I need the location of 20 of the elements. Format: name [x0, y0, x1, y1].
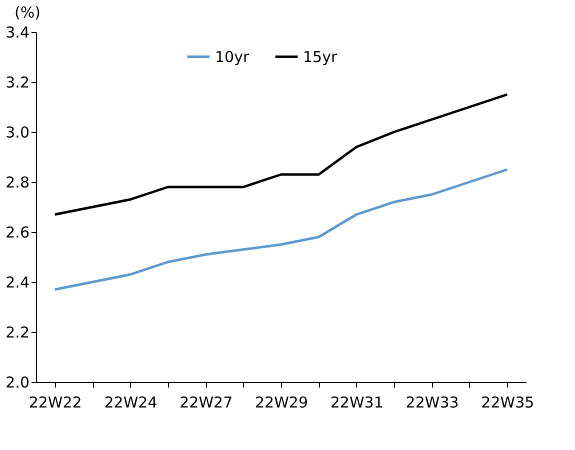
y-tick-label: 2.6 — [6, 224, 30, 242]
line-series — [54, 93, 508, 216]
x-tick-label: 22W29 — [254, 394, 308, 412]
y-axis-title: (%) — [14, 4, 40, 22]
line-series — [54, 168, 508, 291]
y-tick-label: 3.4 — [6, 24, 30, 42]
y-tick-label: 3.2 — [6, 74, 30, 92]
x-tick-label: 22W35 — [481, 394, 534, 412]
legend-label: 15yr — [303, 48, 338, 66]
y-tick-label: 2.0 — [6, 374, 30, 392]
y-tick-label: 2.8 — [6, 174, 30, 192]
y-tick-label: 3.0 — [6, 124, 30, 142]
x-tick-label: 22W22 — [28, 394, 82, 412]
x-tick-label: 22W27 — [180, 394, 233, 412]
x-tick-label: 22W24 — [104, 394, 158, 412]
x-tick-label: 22W33 — [406, 394, 459, 412]
legend-label: 10yr — [215, 48, 250, 66]
y-tick-label: 2.2 — [6, 324, 30, 342]
y-tick-label: 2.4 — [6, 274, 30, 292]
x-tick-label: 22W31 — [330, 394, 384, 412]
